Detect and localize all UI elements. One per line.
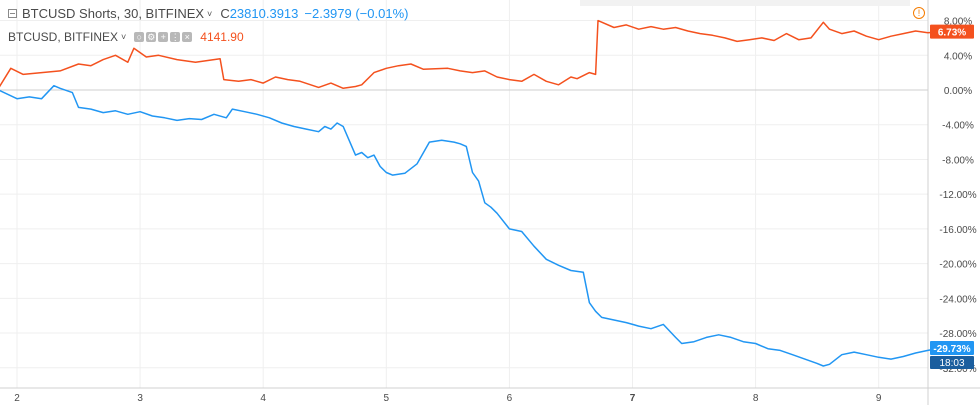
x-tick-label: 2 xyxy=(14,393,20,404)
y-tick-label: -20.00% xyxy=(939,260,976,271)
y-tick-label: -24.00% xyxy=(939,294,976,305)
last-value-label: 6.73% xyxy=(938,28,966,39)
settings-icon[interactable]: ⚙ xyxy=(146,32,157,42)
y-tick-label: -28.00% xyxy=(939,329,976,340)
main-symbol-label[interactable]: BTCUSD Shorts, 30, BITFINEX xyxy=(22,6,205,21)
x-tick-label: 8 xyxy=(753,393,759,404)
x-tick-label: 3 xyxy=(137,393,143,404)
remove-icon[interactable]: × xyxy=(182,32,193,42)
main-series-legend[interactable]: BTCUSD Shorts, 30, BITFINEX ˅ C 23810.39… xyxy=(8,6,408,21)
y-tick-label: 0.00% xyxy=(944,86,972,97)
last-value-badge-blue xyxy=(930,341,974,356)
y-tick-label: -16.00% xyxy=(939,225,976,236)
change-value: −2.3979 (−0.01%) xyxy=(304,6,409,21)
more-icon[interactable]: ⋮ xyxy=(170,32,181,42)
y-tick-label: -32.00% xyxy=(939,364,976,375)
time-badge xyxy=(930,356,974,370)
series-line-orange[interactable] xyxy=(0,19,941,90)
y-tick-label: 4.00% xyxy=(944,51,972,62)
close-value: 23810.3913 xyxy=(229,6,299,21)
last-value-badge-orange xyxy=(930,24,974,39)
x-tick-label: 5 xyxy=(384,393,390,404)
y-tick-label: -4.00% xyxy=(942,121,974,132)
compare-series-legend[interactable]: BTCUSD, BITFINEX ˅ ○ ⚙ + ⋮ × 4141.90 xyxy=(8,30,244,44)
x-tick-label: 4 xyxy=(260,393,266,404)
x-tick-label: 9 xyxy=(876,393,882,404)
y-tick-label: 8.00% xyxy=(944,17,972,28)
compare-symbol-label[interactable]: BTCUSD, BITFINEX xyxy=(8,30,119,44)
alert-icon[interactable]: ! xyxy=(913,7,925,19)
add-icon[interactable]: + xyxy=(158,32,169,42)
compare-value: 4141.90 xyxy=(200,30,244,44)
y-tick-label: -8.00% xyxy=(942,155,974,166)
collapse-icon[interactable] xyxy=(8,9,17,18)
x-tick-label: 7 xyxy=(630,393,636,404)
close-prefix: C xyxy=(220,6,230,21)
visibility-icon[interactable]: ○ xyxy=(134,32,145,42)
x-tick-label: 6 xyxy=(507,393,513,404)
y-tick-label: -12.00% xyxy=(939,190,976,201)
time-label: 18:03 xyxy=(939,358,964,369)
last-value-label: -29.73% xyxy=(933,344,970,355)
chevron-down-icon[interactable]: ˅ xyxy=(207,8,213,19)
series-line-blue[interactable] xyxy=(0,84,941,367)
chevron-down-icon[interactable]: ˅ xyxy=(121,32,127,42)
header-strip xyxy=(580,0,910,6)
